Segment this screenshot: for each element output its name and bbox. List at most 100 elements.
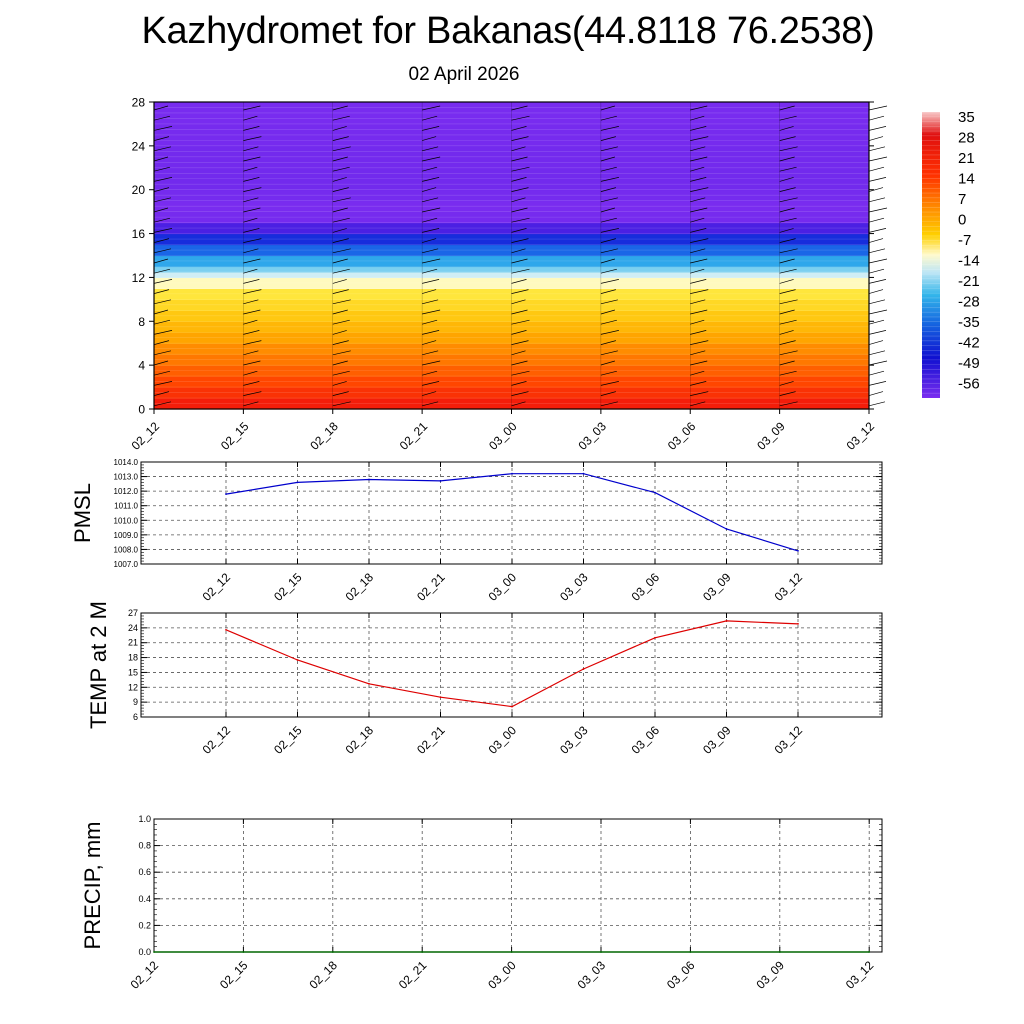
- precip-data-point: [868, 951, 871, 953]
- wind-barb: [690, 330, 707, 335]
- wind-barb: [422, 258, 441, 264]
- wind-barb: [153, 350, 172, 356]
- wind-barb: [779, 177, 794, 182]
- wind-barb: [600, 238, 616, 243]
- wind-barb: [600, 187, 616, 192]
- wind-barb: [868, 105, 888, 111]
- temp-2m-data-point: [368, 682, 370, 685]
- wind-barb: [779, 156, 795, 162]
- temp-2m-data-point: [296, 659, 299, 661]
- wind-barb: [332, 319, 350, 325]
- wind-barb: [332, 187, 349, 192]
- wind-barb: [511, 115, 530, 121]
- x-tick-label: 02_18: [307, 419, 341, 453]
- wind-barb: [422, 370, 438, 376]
- wind-barb: [690, 115, 705, 121]
- y-tick-label: 12: [128, 682, 138, 692]
- wind-barb: [511, 238, 529, 243]
- wind-barb: [332, 279, 347, 284]
- wind-barb: [422, 330, 440, 335]
- wind-barb: [332, 268, 350, 274]
- wind-barb: [243, 289, 262, 294]
- wind-barb: [600, 207, 615, 213]
- wind-barb: [779, 360, 795, 366]
- wind-barb: [332, 146, 351, 152]
- wind-barb: [153, 401, 172, 407]
- wind-barb: [600, 360, 615, 366]
- wind-barb: [600, 136, 616, 141]
- x-tick-label: 03_06: [665, 419, 699, 453]
- wind-barb: [690, 197, 706, 203]
- wind-barb: [422, 105, 441, 111]
- wind-barb: [600, 340, 616, 345]
- temperature-band: [154, 102, 869, 125]
- wind-barb: [600, 350, 618, 356]
- y-tick-label: 0.8: [138, 841, 151, 851]
- wind-barb: [779, 381, 794, 386]
- temperature-cross-section-chart: 0 4 8 12 16 20 24 28 02_12 02_15 02_18 02_21 03_00 03…: [129, 96, 888, 453]
- wind-barb: [779, 299, 798, 305]
- wind-barb: [868, 258, 888, 264]
- x-tick-label: 03_09: [754, 419, 788, 453]
- wind-barb: [779, 105, 795, 111]
- wind-barb: [690, 126, 707, 131]
- temperature-band: [154, 123, 869, 147]
- wind-barb: [153, 279, 173, 284]
- wind-barb: [868, 238, 884, 243]
- wind-barb: [868, 248, 886, 254]
- wind-barb: [868, 309, 888, 315]
- wind-barb: [690, 166, 705, 172]
- wind-barb: [868, 340, 884, 345]
- wind-barb: [422, 340, 437, 345]
- wind-barb: [868, 381, 887, 386]
- wind-barb: [153, 309, 169, 315]
- wind-barb: [868, 401, 886, 407]
- wind-barb: [779, 401, 798, 407]
- y-tick-label: 24: [128, 623, 138, 633]
- wind-barb: [243, 248, 259, 254]
- temperature-band: [154, 200, 869, 213]
- wind-barb: [422, 248, 439, 254]
- wind-barb: [243, 177, 260, 182]
- wind-barb: [332, 156, 348, 162]
- wind-barb: [600, 391, 616, 396]
- wind-barb: [511, 319, 530, 325]
- wind-barb: [511, 126, 527, 131]
- wind-barb: [332, 197, 351, 203]
- wind-barb: [779, 146, 798, 152]
- wind-barb: [600, 401, 618, 407]
- wind-barb: [422, 177, 440, 182]
- temperature-band: [154, 244, 869, 257]
- wind-barb: [600, 228, 619, 233]
- wind-barb: [600, 258, 615, 264]
- wind-barb: [422, 289, 437, 294]
- page-subtitle: 02 April 2026: [408, 64, 520, 85]
- pmsl-data-point: [582, 472, 585, 475]
- y-tick-label: 1010.0: [114, 516, 139, 525]
- wind-barb: [422, 228, 440, 233]
- colorbar-label: -35: [958, 314, 980, 331]
- temp-2m-data-point: [797, 622, 799, 625]
- wind-barb: [690, 177, 707, 182]
- x-tick-label: 02_15: [217, 958, 251, 992]
- wind-barb: [332, 217, 350, 223]
- wind-barb: [600, 279, 619, 284]
- wind-barb: [600, 166, 617, 172]
- x-tick-label: 02_21: [397, 419, 431, 453]
- x-tick-label: 03_09: [700, 570, 734, 604]
- wind-barb: [779, 207, 795, 213]
- y-tick-label: 1012.0: [114, 487, 139, 496]
- wind-barb: [779, 217, 797, 223]
- wind-barb: [332, 136, 349, 141]
- wind-barb: [779, 238, 796, 243]
- colorbar-label: 21: [958, 150, 975, 167]
- wind-barb: [332, 299, 351, 305]
- wind-barb: [153, 217, 171, 223]
- x-tick-label: 03_03: [575, 419, 609, 453]
- temperature-band: [154, 222, 869, 235]
- wind-barb: [153, 197, 172, 203]
- wind-barb: [153, 105, 169, 111]
- temp-2m-frame: [140, 612, 883, 718]
- wind-barb: [332, 340, 349, 345]
- y-tick-label: 21: [128, 638, 138, 648]
